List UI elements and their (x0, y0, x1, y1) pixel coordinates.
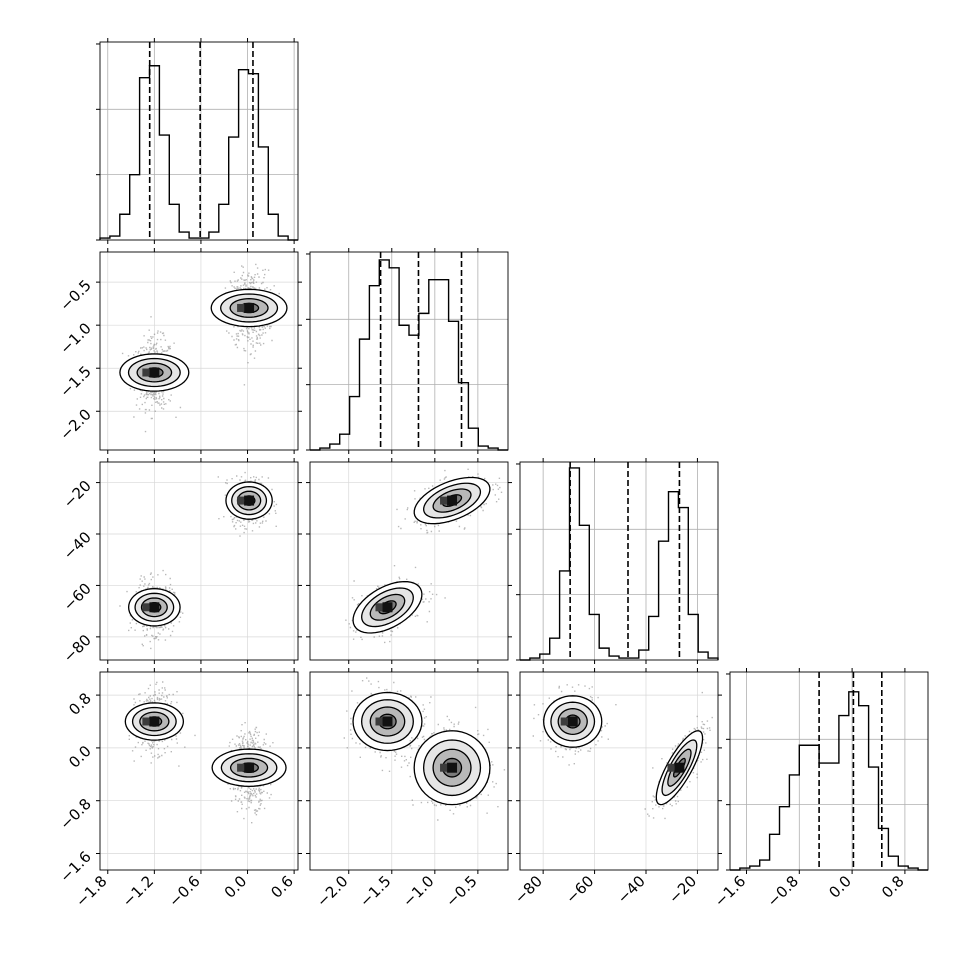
density-peak (244, 302, 255, 313)
density-peak (244, 495, 255, 506)
density-cell (142, 368, 150, 377)
y-tick-label: −2.0 (56, 405, 94, 443)
x-tick-label: −0.5 (442, 872, 480, 910)
scatter-panel-3-2 (309, 461, 509, 661)
x-tick-label: −20 (665, 872, 700, 907)
y-tick-label: −80 (60, 631, 95, 666)
panel-frame (309, 461, 509, 661)
density-cell (667, 763, 675, 772)
density-peak (567, 716, 578, 727)
y-tick-label: 0.8 (65, 689, 95, 719)
y-tick-label: −1.0 (56, 319, 94, 357)
histogram-step (310, 259, 508, 451)
panel-frame (519, 461, 719, 661)
y-tick-label: −60 (60, 580, 95, 615)
scatter-panel-3-1 (99, 461, 299, 661)
x-tick-label: −1.8 (72, 872, 110, 910)
density-cell (142, 603, 150, 612)
density-peak (447, 495, 458, 506)
density-cell (237, 763, 245, 772)
density-cell (142, 717, 150, 726)
x-tick-label: −1.2 (119, 872, 157, 910)
scatter-panel-4-2 (309, 671, 509, 871)
panel-frame (99, 251, 299, 451)
y-tick-label: 0.0 (65, 742, 95, 772)
density-cell (237, 303, 245, 312)
density-peak (382, 716, 393, 727)
scatter-panel-2-1 (99, 251, 299, 451)
histogram-step (520, 467, 719, 661)
histogram-panel-4 (726, 671, 929, 871)
y-tick-label: −0.8 (56, 795, 94, 833)
y-tick-label: −20 (60, 477, 95, 512)
panel-frame (309, 251, 509, 451)
density-cell (560, 717, 568, 726)
density-peak (244, 762, 255, 773)
histogram-panel-3 (516, 461, 719, 661)
density-cell (440, 763, 448, 772)
histogram-panel-2 (306, 251, 509, 451)
panel-frame (519, 671, 719, 871)
density-peak (674, 762, 685, 773)
x-tick-label: 0.6 (267, 872, 297, 902)
density-peak (149, 367, 160, 378)
x-tick-label: 0.0 (825, 872, 855, 902)
histogram-step (99, 65, 298, 241)
density-peak (382, 602, 393, 613)
x-tick-label: 0.8 (878, 872, 908, 902)
panel-frame (99, 41, 299, 241)
density-cell (440, 496, 448, 505)
scatter-panel-4-3 (519, 671, 719, 871)
y-tick-label: −1.5 (56, 362, 94, 400)
density-cell (237, 496, 245, 505)
y-tick-label: −0.5 (56, 276, 94, 314)
x-tick-label: −1.6 (711, 872, 749, 910)
panel-frame (729, 671, 929, 871)
density-cell (375, 717, 383, 726)
x-tick-label: −1.0 (399, 872, 437, 910)
panel-frame (99, 671, 299, 871)
density-peak (149, 716, 160, 727)
histogram-panel-1 (96, 41, 299, 241)
panel-frame (309, 671, 509, 871)
histogram-step (730, 691, 928, 871)
x-tick-label: 0.0 (221, 872, 251, 902)
x-tick-label: −60 (562, 872, 597, 907)
y-tick-label: −40 (60, 528, 95, 563)
x-tick-label: −1.5 (356, 872, 394, 910)
density-cell (375, 603, 383, 612)
density-peak (149, 602, 160, 613)
panel-frame (99, 461, 299, 661)
x-tick-label: −0.8 (764, 872, 802, 910)
x-tick-label: −0.6 (165, 872, 203, 910)
density-peak (447, 762, 458, 773)
x-tick-label: −40 (614, 872, 649, 907)
x-tick-label: −80 (511, 872, 546, 907)
x-tick-label: −2.0 (313, 872, 351, 910)
sample-points (532, 684, 617, 766)
scatter-panel-4-1 (99, 671, 299, 871)
